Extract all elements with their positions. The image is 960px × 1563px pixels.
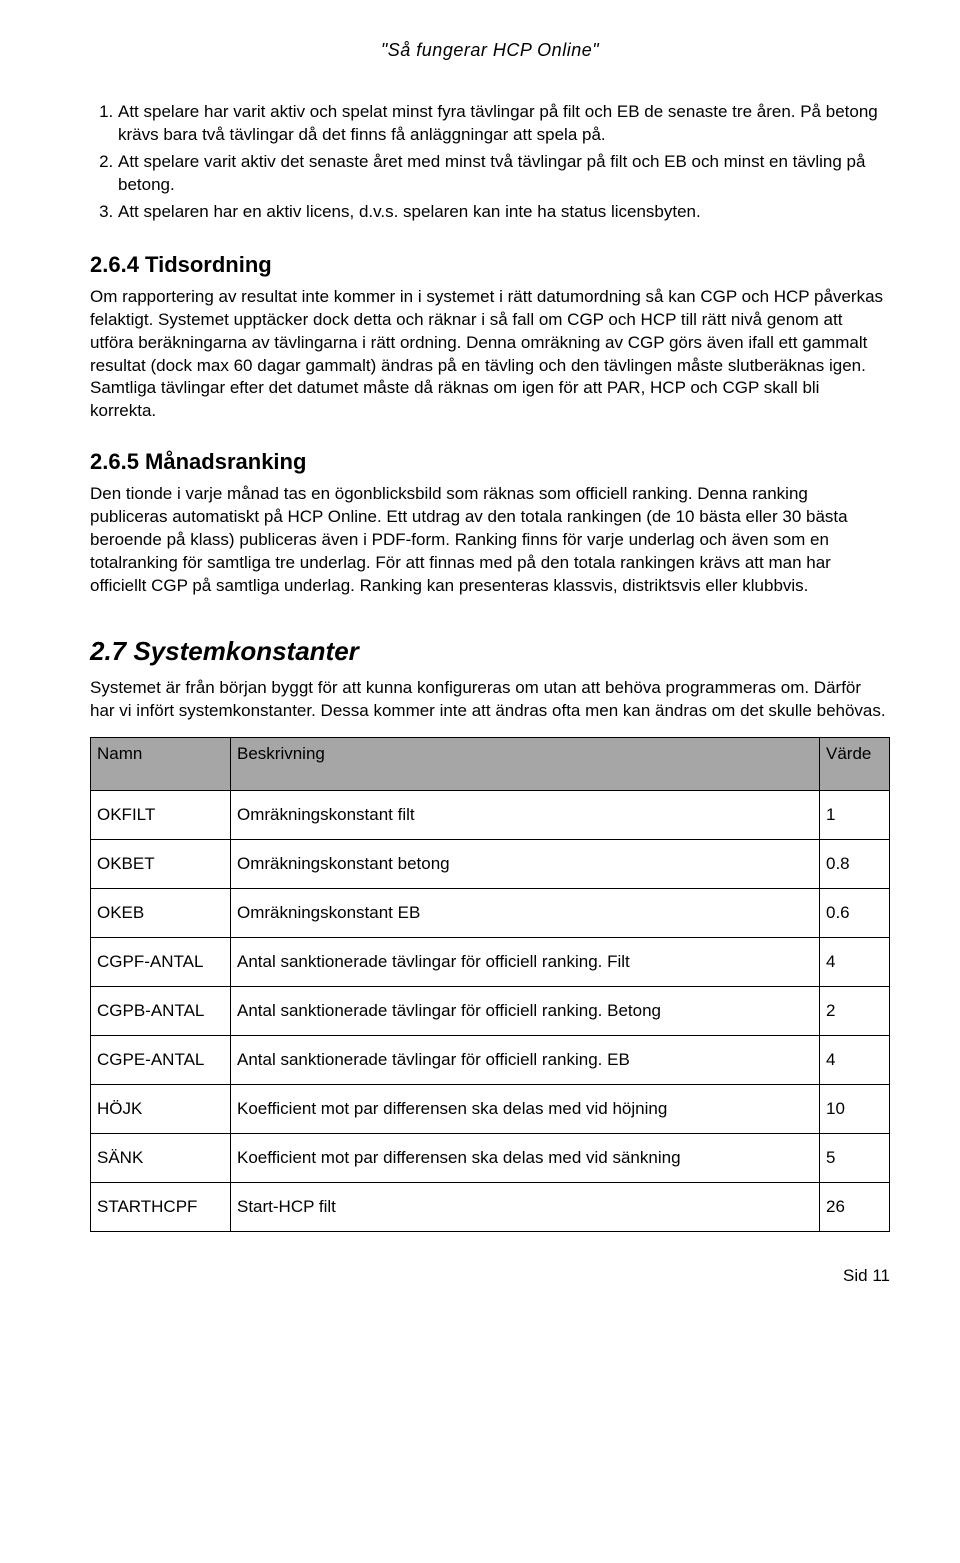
col-header-desc: Beskrivning bbox=[231, 737, 820, 790]
table-row: CGPF-ANTAL Antal sanktionerade tävlingar… bbox=[91, 937, 890, 986]
section-body-27: Systemet är från början byggt för att ku… bbox=[90, 677, 890, 723]
col-header-name: Namn bbox=[91, 737, 231, 790]
cell-value: 2 bbox=[820, 986, 890, 1035]
table-row: OKEB Omräkningskonstant EB 0.6 bbox=[91, 888, 890, 937]
cell-name: OKEB bbox=[91, 888, 231, 937]
cell-desc: Antal sanktionerade tävlingar för offici… bbox=[231, 937, 820, 986]
cell-desc: Omräkningskonstant betong bbox=[231, 839, 820, 888]
table-header-row: Namn Beskrivning Värde bbox=[91, 737, 890, 790]
table-row: HÖJK Koefficient mot par differensen ska… bbox=[91, 1084, 890, 1133]
table-row: OKFILT Omräkningskonstant filt 1 bbox=[91, 790, 890, 839]
cell-value: 0.8 bbox=[820, 839, 890, 888]
cell-name: SÄNK bbox=[91, 1133, 231, 1182]
cell-name: OKBET bbox=[91, 839, 231, 888]
cell-name: CGPF-ANTAL bbox=[91, 937, 231, 986]
table-row: OKBET Omräkningskonstant betong 0.8 bbox=[91, 839, 890, 888]
cell-name: OKFILT bbox=[91, 790, 231, 839]
table-row: SÄNK Koefficient mot par differensen ska… bbox=[91, 1133, 890, 1182]
cell-desc: Omräkningskonstant EB bbox=[231, 888, 820, 937]
cell-value: 5 bbox=[820, 1133, 890, 1182]
document-header: "Så fungerar HCP Online" bbox=[90, 40, 890, 61]
cell-name: CGPE-ANTAL bbox=[91, 1035, 231, 1084]
table-row: CGPB-ANTAL Antal sanktionerade tävlingar… bbox=[91, 986, 890, 1035]
cell-value: 1 bbox=[820, 790, 890, 839]
page-footer: Sid 11 bbox=[90, 1266, 890, 1286]
cell-desc: Antal sanktionerade tävlingar för offici… bbox=[231, 1035, 820, 1084]
section-heading-27: 2.7 Systemkonstanter bbox=[90, 636, 890, 667]
page-container: "Så fungerar HCP Online" Att spelare har… bbox=[0, 0, 960, 1316]
section-body-265: Den tionde i varje månad tas en ögonblic… bbox=[90, 483, 890, 598]
numbered-list: Att spelare har varit aktiv och spelat m… bbox=[90, 101, 890, 224]
page-number: Sid 11 bbox=[843, 1266, 890, 1285]
section-body-264: Om rapportering av resultat inte kommer … bbox=[90, 286, 890, 424]
list-item: Att spelare har varit aktiv och spelat m… bbox=[118, 101, 890, 147]
cell-value: 4 bbox=[820, 1035, 890, 1084]
section-heading-264: 2.6.4 Tidsordning bbox=[90, 252, 890, 278]
cell-desc: Omräkningskonstant filt bbox=[231, 790, 820, 839]
section-heading-265: 2.6.5 Månadsranking bbox=[90, 449, 890, 475]
table-row: STARTHCPF Start-HCP filt 26 bbox=[91, 1182, 890, 1231]
table-row: CGPE-ANTAL Antal sanktionerade tävlingar… bbox=[91, 1035, 890, 1084]
cell-name: STARTHCPF bbox=[91, 1182, 231, 1231]
cell-desc: Koefficient mot par differensen ska dela… bbox=[231, 1133, 820, 1182]
cell-desc: Antal sanktionerade tävlingar för offici… bbox=[231, 986, 820, 1035]
document-title: "Så fungerar HCP Online" bbox=[381, 40, 599, 60]
cell-value: 26 bbox=[820, 1182, 890, 1231]
col-header-value: Värde bbox=[820, 737, 890, 790]
list-item: Att spelaren har en aktiv licens, d.v.s.… bbox=[118, 201, 890, 224]
cell-desc: Start-HCP filt bbox=[231, 1182, 820, 1231]
cell-value: 0.6 bbox=[820, 888, 890, 937]
table-body: OKFILT Omräkningskonstant filt 1 OKBET O… bbox=[91, 790, 890, 1231]
constants-table: Namn Beskrivning Värde OKFILT Omräknings… bbox=[90, 737, 890, 1232]
cell-name: HÖJK bbox=[91, 1084, 231, 1133]
cell-value: 10 bbox=[820, 1084, 890, 1133]
list-item: Att spelare varit aktiv det senaste året… bbox=[118, 151, 890, 197]
cell-name: CGPB-ANTAL bbox=[91, 986, 231, 1035]
cell-value: 4 bbox=[820, 937, 890, 986]
cell-desc: Koefficient mot par differensen ska dela… bbox=[231, 1084, 820, 1133]
